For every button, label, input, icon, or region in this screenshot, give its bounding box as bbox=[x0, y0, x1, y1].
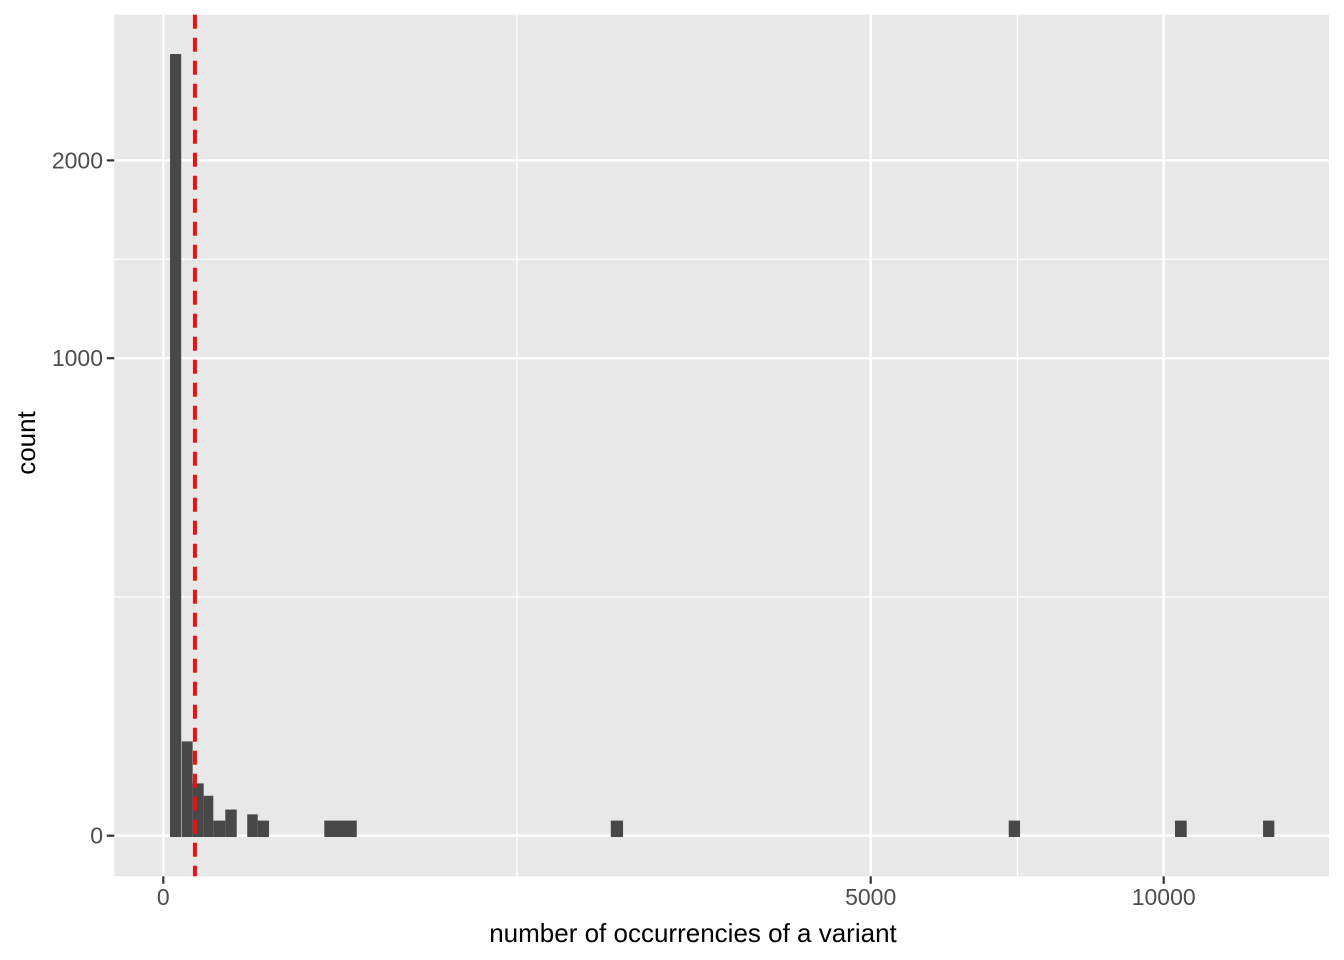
histogram-bar bbox=[170, 53, 182, 838]
histogram-bar bbox=[225, 809, 237, 837]
panel-background bbox=[114, 14, 1329, 877]
axis-tick-marks bbox=[106, 159, 1165, 884]
minor-gridlines bbox=[114, 14, 1329, 877]
axis-tick-labels: 0 5000 10000 0 1000 2000 bbox=[52, 147, 1196, 910]
y-axis-title: count bbox=[11, 410, 41, 474]
x-axis-title: number of occurrencies of a variant bbox=[489, 918, 897, 948]
histogram-bar bbox=[192, 783, 204, 837]
histogram-bar bbox=[324, 820, 357, 837]
histogram-bar bbox=[257, 820, 270, 837]
histogram-bar bbox=[1174, 820, 1187, 837]
histogram-bar bbox=[247, 814, 258, 837]
histogram-bar bbox=[610, 820, 624, 837]
histogram-bar bbox=[1263, 820, 1275, 837]
histogram-bar bbox=[203, 795, 214, 837]
histogram-bar bbox=[1008, 820, 1021, 837]
histogram-bar bbox=[181, 741, 193, 837]
y-tick-label: 1000 bbox=[52, 345, 103, 371]
major-gridlines bbox=[114, 14, 1329, 877]
x-tick-label: 0 bbox=[157, 884, 170, 910]
plot-panel bbox=[114, 14, 1329, 877]
y-tick-label: 0 bbox=[90, 823, 103, 849]
y-tick-label: 2000 bbox=[52, 147, 103, 173]
x-tick-label: 5000 bbox=[845, 884, 896, 910]
histogram-bars bbox=[170, 53, 1275, 838]
x-tick-label: 10000 bbox=[1132, 884, 1196, 910]
histogram-bar bbox=[213, 820, 226, 837]
